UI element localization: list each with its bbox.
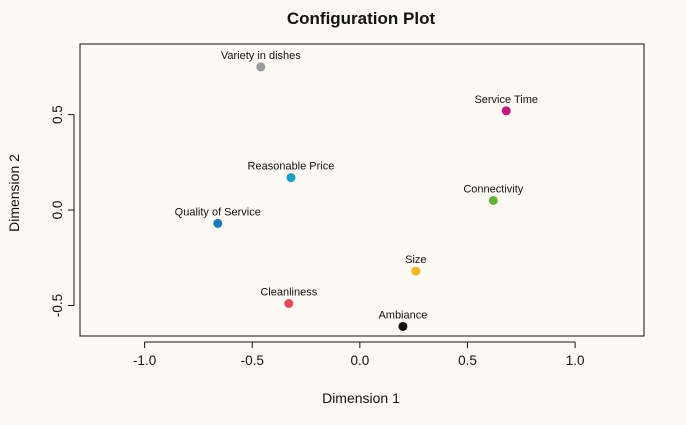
data-point: [488, 195, 498, 205]
y-axis: -0.5 0.0 0.5: [50, 105, 75, 317]
point-label: Cleanliness: [260, 287, 317, 299]
data-point: [411, 266, 421, 276]
point-label: Size: [405, 254, 426, 266]
y-tick-label: 0.0: [50, 201, 65, 220]
x-tick-label: -0.5: [241, 353, 264, 368]
point-label: Connectivity: [463, 183, 523, 195]
x-tick-label: 0.0: [350, 353, 369, 368]
point-label: Ambiance: [378, 309, 427, 321]
x-tick-label: 0.5: [458, 353, 477, 368]
x-axis: -1.0 -0.5 0.0 0.5 1.0: [133, 341, 585, 368]
point-label: Quality of Service: [175, 206, 261, 218]
data-point: [286, 173, 296, 183]
x-tick-label: 1.0: [566, 353, 585, 368]
plot-frame: [79, 43, 645, 337]
point-label: Reasonable Price: [248, 161, 335, 173]
data-points: Variety in dishes Service Time Reasonable …: [175, 50, 538, 331]
point-label: Variety in dishes: [221, 50, 301, 62]
data-point: [501, 106, 511, 116]
chart-title: Configuration Plot: [287, 9, 436, 28]
x-axis-label: Dimension 1: [322, 390, 400, 406]
y-tick-label: 0.5: [50, 105, 65, 124]
y-axis-label: Dimension 2: [6, 154, 22, 232]
data-point: [213, 218, 223, 228]
data-point: [398, 321, 408, 331]
data-point: [284, 299, 294, 309]
data-point: [256, 62, 266, 72]
x-tick-label: -1.0: [133, 353, 156, 368]
y-tick-label: -0.5: [50, 294, 65, 317]
point-label: Service Time: [474, 94, 538, 106]
